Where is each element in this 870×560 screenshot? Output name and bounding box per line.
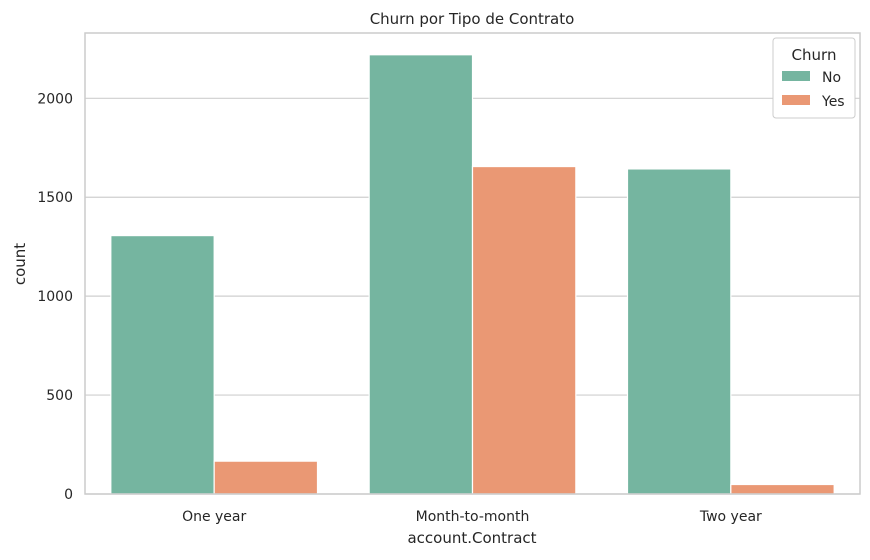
legend-swatch-no [782,71,810,81]
legend-swatch-yes [782,95,810,105]
bars [110,54,835,495]
legend-label-no: No [822,70,841,86]
y-tick-label: 500 [46,388,73,404]
legend-title: Churn [792,46,837,64]
y-tick-label: 0 [64,487,73,503]
x-tick-label: Month-to-month [416,509,530,525]
x-axis-label: account.Contract [407,529,536,547]
bar-yes-0 [213,460,319,495]
bar-yes-1 [471,165,577,495]
bar-no-0 [110,235,215,495]
y-tick-label: 1500 [37,190,73,206]
y-tick-label: 1000 [37,289,73,305]
axes [84,32,861,495]
legend: Churn No Yes [772,37,856,119]
x-tick-label: One year [182,509,246,525]
bar-yes-2 [730,483,835,495]
chart-title: Churn por Tipo de Contrato [370,10,575,28]
x-tick-labels: One year Month-to-month Two year [182,509,762,525]
y-tick-label: 2000 [37,91,73,107]
bar-no-1 [368,54,474,495]
legend-label-yes: Yes [821,94,845,110]
axes-frame [84,32,861,495]
bar-no-2 [626,168,732,495]
x-tick-label: Two year [699,509,762,525]
y-tick-labels: 0 500 1000 1500 2000 [37,91,73,503]
y-axis-label: count [11,243,29,285]
